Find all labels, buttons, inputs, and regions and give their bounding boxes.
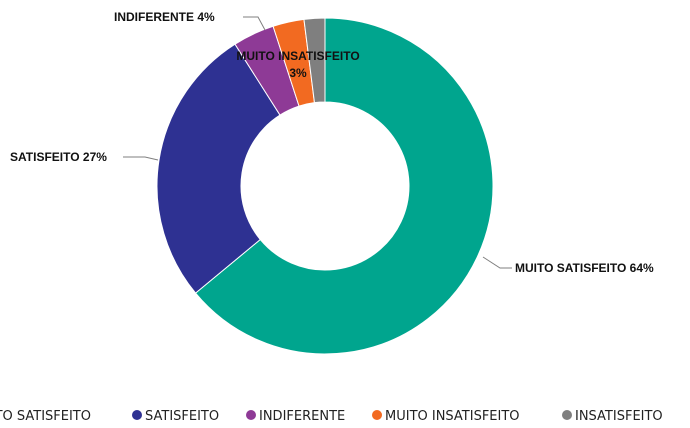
slice-insatisfeito	[303, 17, 326, 104]
legend-label-muito-insatisfeito: MUITO INSATISFEITO	[385, 409, 520, 424]
legend-marker-muito-insatisfeito	[372, 410, 382, 420]
data-label-muito-satisfeito: MUITO SATISFEITO 64%	[515, 261, 654, 275]
data-label-satisfeito: SATISFEITO 27%	[10, 150, 107, 164]
data-label-muito-insatisfeito-value: 3%	[289, 66, 307, 80]
legend-label-indiferente: INDIFERENTE	[259, 409, 345, 424]
data-label-indiferente: INDIFERENTE 4%	[114, 10, 215, 24]
legend-label-satisfeito: SATISFEITO	[145, 409, 219, 424]
legend-label-insatisfeito: INSATISFEITO	[575, 409, 663, 424]
slice-satisfeito	[156, 43, 281, 294]
leader-line-muito-satisfeito	[482, 256, 512, 269]
chart-legend: MUITO SATISFEITO SATISFEITO INDIFERENTE …	[0, 409, 663, 424]
donut-slices	[156, 17, 494, 355]
leader-line-indiferente	[243, 16, 266, 31]
legend-marker-indiferente	[246, 410, 256, 420]
legend-label-muito-satisfeito: MUITO SATISFEITO	[0, 409, 91, 424]
leader-line-satisfeito	[123, 156, 159, 161]
data-label-muito-insatisfeito-name: MUITO INSATISFEITO	[236, 49, 359, 63]
legend-marker-insatisfeito	[562, 410, 572, 420]
slice-muito-satisfeito	[194, 17, 494, 355]
legend-marker-satisfeito	[132, 410, 142, 420]
